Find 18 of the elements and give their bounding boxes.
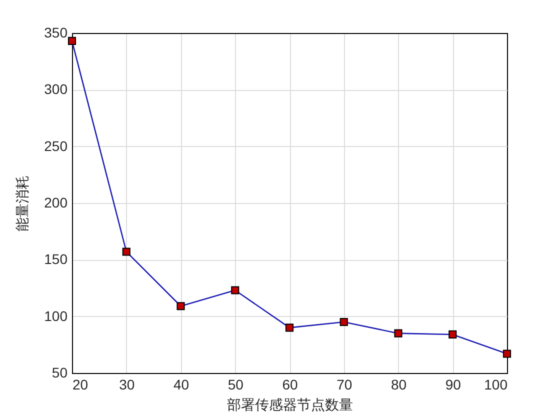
x-axis-title: 部署传感器节点数量 [227,398,353,414]
y-tick-label: 200 [44,194,68,210]
y-tick-label: 300 [44,81,68,98]
y-axis-title: 能量消耗 [15,176,32,232]
y-tick-label: 150 [44,251,68,268]
x-tick-label: 90 [445,376,462,392]
x-tick-label: 70 [336,376,352,392]
y-tick-label: 100 [44,308,68,324]
x-tick-label: 50 [228,376,244,392]
y-tick-label: 50 [52,364,68,380]
y-tick-label: 350 [44,24,68,40]
x-tick-label: 30 [119,376,135,392]
x-tick-label: 40 [173,376,190,392]
y-tick-label: 250 [44,138,68,154]
x-tick-label: 20 [72,376,88,392]
x-tick-label: 80 [390,376,407,392]
x-tick-label: 100 [484,376,508,392]
x-tick-label: 60 [282,376,298,392]
